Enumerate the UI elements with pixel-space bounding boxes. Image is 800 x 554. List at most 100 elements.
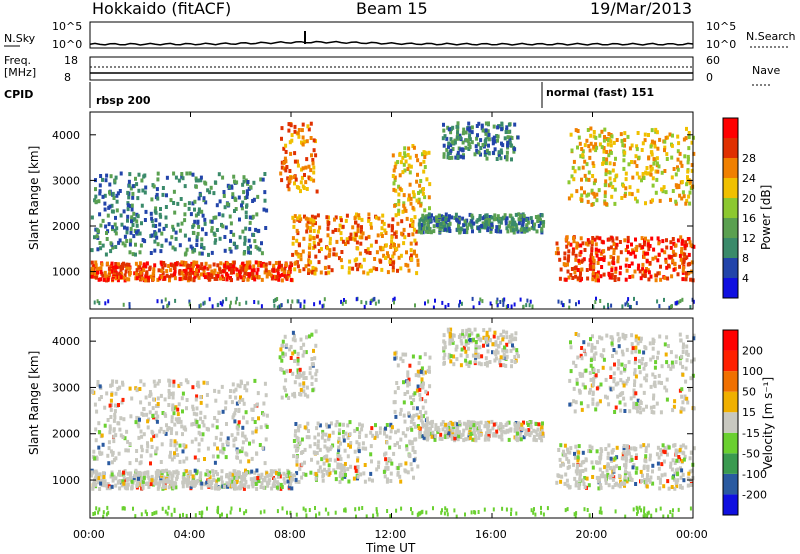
heatmap-cell	[385, 423, 389, 427]
heatmap-cell	[574, 257, 578, 262]
heatmap-cell	[115, 199, 119, 204]
heatmap-cell	[393, 203, 397, 208]
heatmap-cell	[308, 366, 312, 371]
heatmap-cell	[476, 345, 480, 350]
heatmap-cell	[409, 164, 413, 169]
heatmap-cell	[116, 278, 120, 283]
heatmap-cell	[607, 237, 611, 242]
heatmap-cell	[359, 264, 363, 269]
heatmap-cell	[369, 222, 373, 226]
heatmap-cell	[335, 239, 339, 244]
heatmap-cell	[411, 417, 415, 422]
heatmap-cell	[328, 470, 332, 475]
heatmap-cell	[626, 134, 630, 139]
heatmap-cell	[568, 305, 571, 310]
heatmap-cell	[178, 459, 182, 464]
heatmap-cell	[507, 420, 511, 425]
heatmap-cell	[516, 135, 520, 140]
heatmap-cell	[164, 297, 167, 302]
heatmap-cell	[518, 436, 522, 441]
heatmap-cell	[121, 435, 125, 439]
heatmap-cell	[612, 475, 616, 480]
heatmap-cell	[96, 270, 99, 275]
heatmap-cell	[409, 241, 413, 246]
heatmap-cell	[505, 335, 509, 340]
heatmap-cell	[124, 448, 128, 453]
heatmap-cell	[250, 469, 254, 474]
heatmap-cell	[185, 247, 189, 252]
heatmap-cell	[511, 337, 515, 342]
heatmap-cell	[216, 472, 219, 477]
heatmap-cell	[146, 441, 149, 446]
heatmap-cell	[105, 173, 109, 178]
heatmap-cell	[684, 277, 688, 282]
heatmap-cell	[679, 160, 683, 165]
heatmap-cell	[310, 270, 314, 275]
heatmap-cell	[613, 274, 617, 279]
heatmap-cell	[606, 462, 610, 467]
heatmap-cell	[328, 241, 332, 246]
heatmap-cell	[260, 481, 264, 486]
heatmap-cell	[504, 155, 507, 160]
heatmap-cell	[107, 222, 111, 227]
heatmap-cell	[252, 264, 256, 269]
heatmap-cell	[607, 261, 611, 266]
heatmap-cell	[416, 464, 420, 469]
heatmap-cell	[150, 216, 154, 221]
heatmap-cell	[135, 230, 138, 235]
heatmap-cell	[490, 419, 494, 424]
heatmap-cell	[150, 197, 154, 202]
heatmap-cell	[597, 248, 601, 253]
heatmap-cell	[392, 260, 395, 265]
heatmap-cell	[167, 391, 171, 396]
heatmap-cell	[316, 443, 320, 448]
heatmap-cell	[198, 251, 202, 256]
heatmap-cell	[590, 246, 594, 251]
heatmap-cell	[210, 228, 214, 233]
heatmap-cell	[442, 154, 446, 159]
heatmap-cell	[171, 407, 175, 412]
heatmap-cell	[655, 177, 659, 182]
heatmap-cell	[143, 239, 147, 244]
heatmap-cell	[393, 356, 397, 361]
heatmap-cell	[235, 296, 238, 301]
heatmap-cell	[296, 443, 300, 448]
heatmap-cell	[245, 204, 248, 209]
heatmap-cell	[586, 242, 590, 247]
heatmap-cell	[147, 484, 151, 489]
heatmap-cell	[236, 455, 239, 460]
heatmap-cell	[234, 300, 237, 305]
heatmap-cell	[233, 475, 237, 480]
heatmap-cell	[240, 203, 243, 208]
heatmap-cell	[138, 387, 142, 391]
heatmap-cell	[579, 250, 583, 255]
heatmap-cell	[171, 395, 175, 400]
heatmap-cell	[672, 167, 676, 171]
heatmap-cell	[340, 250, 344, 254]
heatmap-cell	[517, 217, 521, 222]
heatmap-cell	[620, 456, 624, 461]
heatmap-cell	[284, 143, 288, 148]
heatmap-cell	[476, 421, 480, 426]
heatmap-cell	[522, 420, 525, 425]
heatmap-cell	[633, 296, 635, 301]
heatmap-cell	[601, 471, 605, 476]
heatmap-cell	[476, 133, 479, 138]
heatmap-cell	[392, 168, 396, 173]
heatmap-cell	[614, 350, 618, 355]
heatmap-cell	[317, 241, 321, 246]
heatmap-cell	[641, 245, 644, 250]
heatmap-cell	[415, 388, 419, 393]
heatmap-cell	[321, 304, 324, 309]
heatmap-cell	[663, 385, 667, 390]
heatmap-cell	[167, 426, 171, 431]
heatmap-cell	[484, 220, 488, 225]
heatmap-cell	[364, 249, 368, 253]
heatmap-cell	[588, 148, 592, 153]
heatmap-cell	[284, 262, 288, 267]
heatmap-cell	[606, 472, 610, 477]
heatmap-cell	[402, 227, 406, 232]
heatmap-cell	[421, 420, 425, 425]
heatmap-cell	[354, 232, 358, 237]
heatmap-cell	[497, 434, 501, 439]
